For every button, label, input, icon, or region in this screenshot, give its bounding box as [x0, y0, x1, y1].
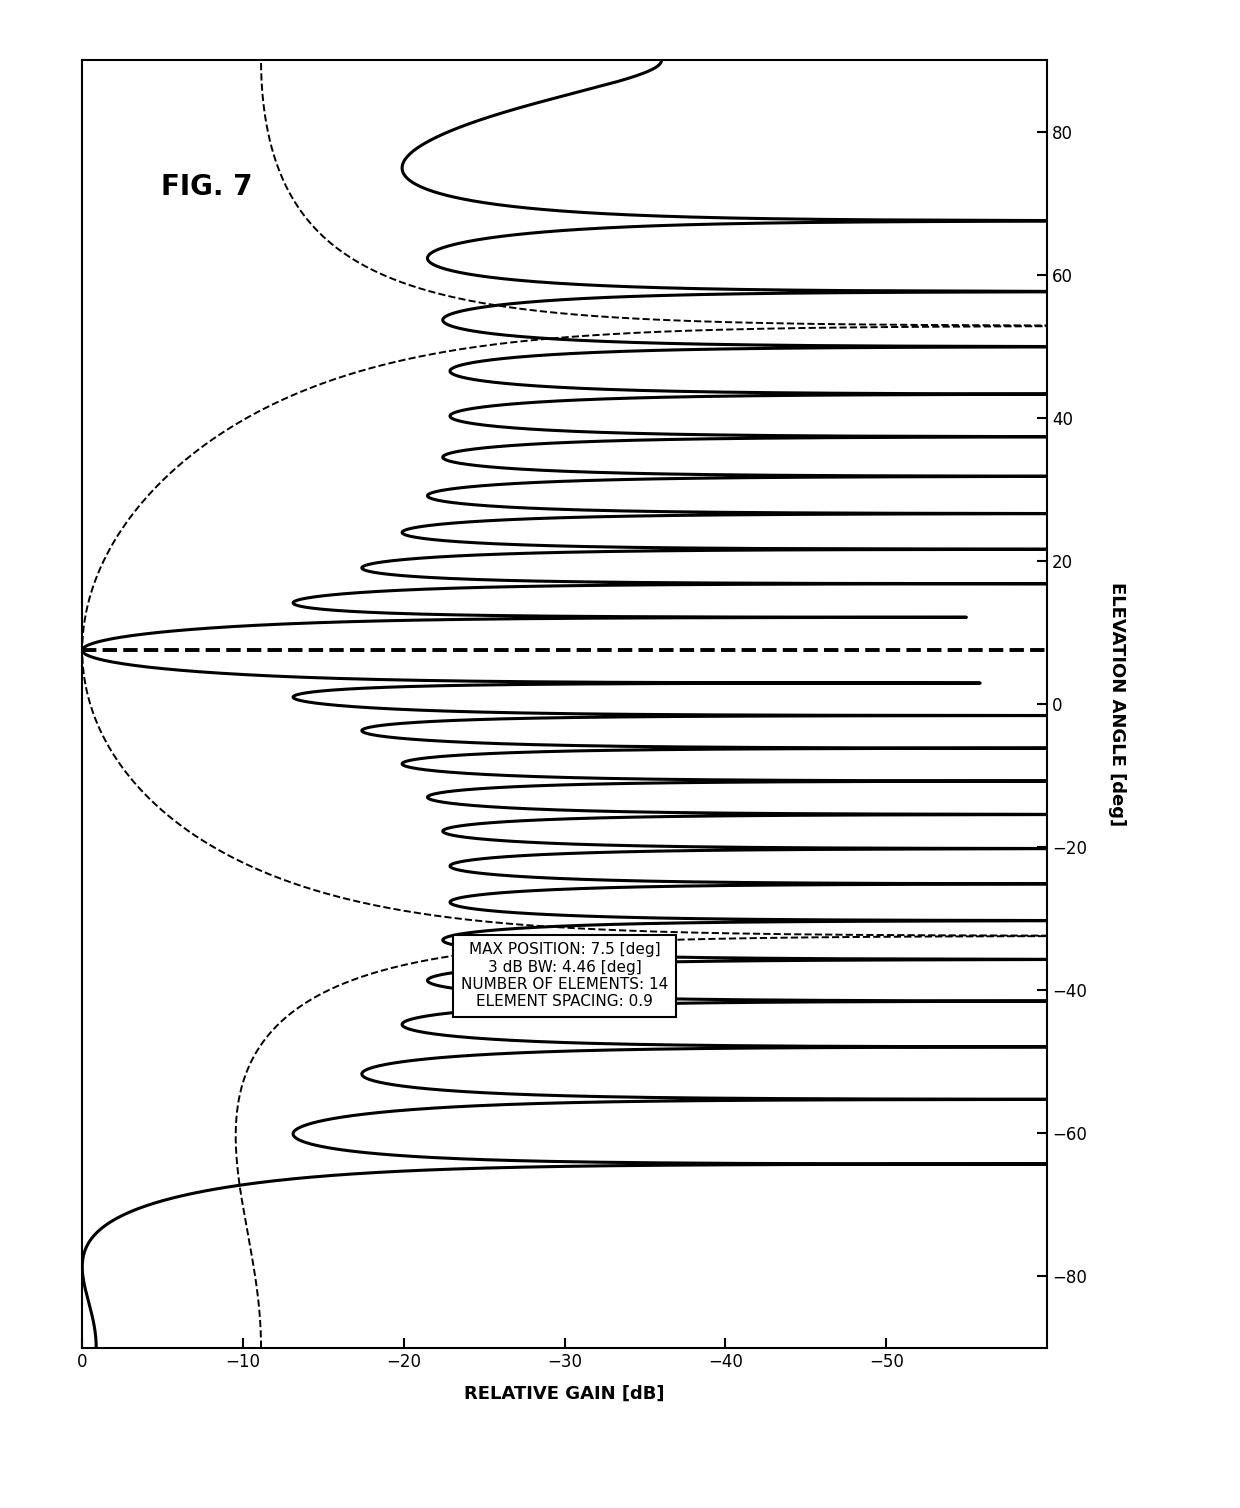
X-axis label: RELATIVE GAIN [dB]: RELATIVE GAIN [dB]	[465, 1384, 665, 1402]
Text: MAX POSITION: 7.5 [deg]
3 dB BW: 4.46 [deg]
NUMBER OF ELEMENTS: 14
ELEMENT SPACI: MAX POSITION: 7.5 [deg] 3 dB BW: 4.46 [d…	[461, 942, 668, 1009]
Text: FIG. 7: FIG. 7	[161, 173, 253, 202]
Y-axis label: ELEVATION ANGLE [deg]: ELEVATION ANGLE [deg]	[1107, 582, 1126, 826]
